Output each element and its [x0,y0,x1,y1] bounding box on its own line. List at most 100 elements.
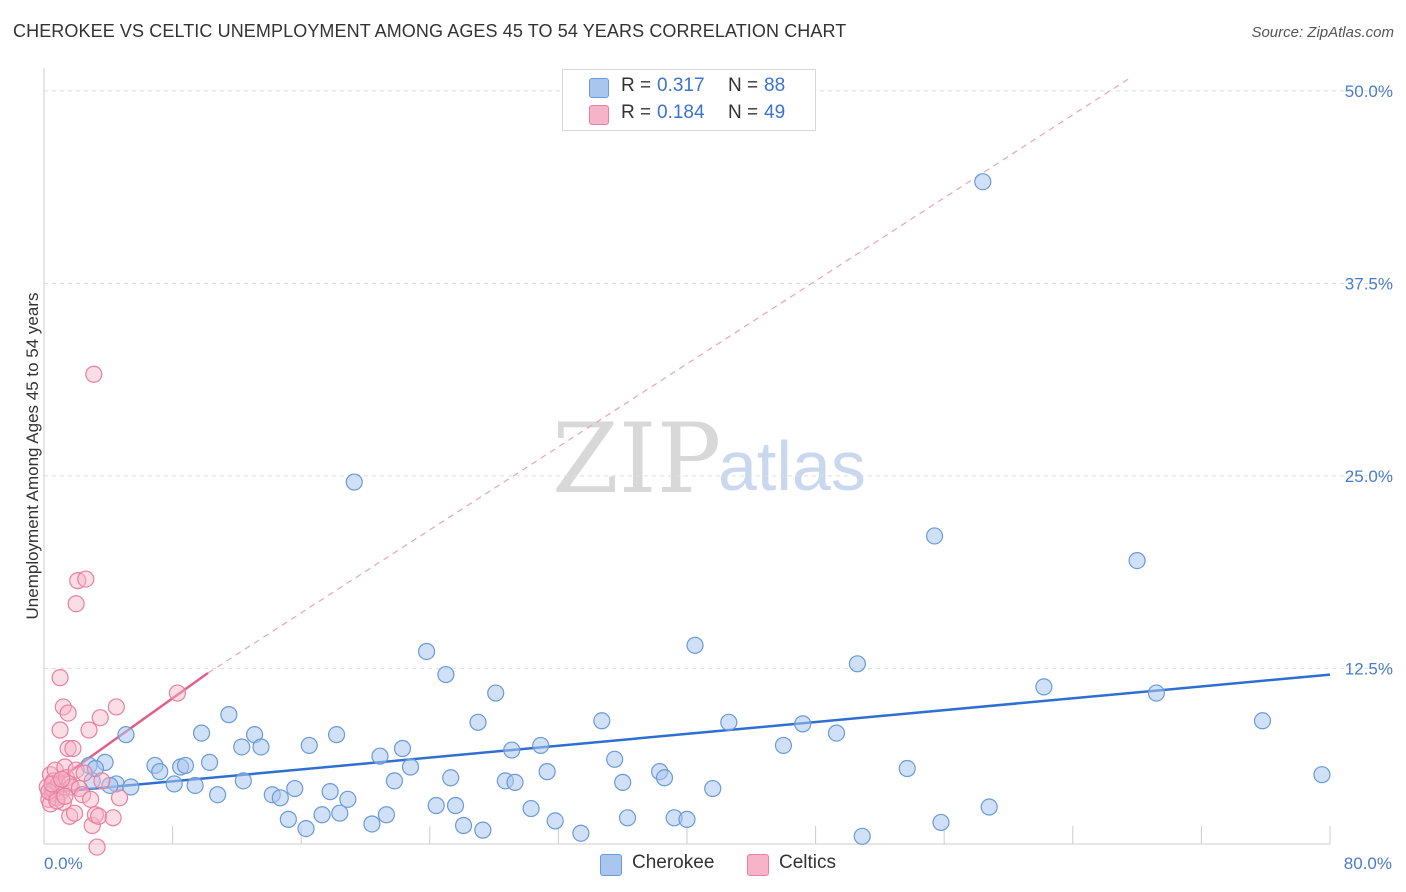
cherokee-point [176,756,195,775]
y-tick-label: 12.5% [1345,659,1393,678]
legend-r-value: 0.317 [657,75,705,96]
legend-r-value: 0.184 [657,102,705,123]
celtics-point [43,775,61,793]
cherokee-point [898,759,916,778]
cherokee-point [371,747,389,765]
cherokee-point [331,804,349,822]
celtics-point [83,816,101,835]
legend-n-label: N = [728,75,759,96]
cherokee-point [300,736,318,755]
cherokee-point [327,726,346,744]
cherokee-point [234,772,252,790]
y-axis-label: Unemployment Among Ages 45 to 54 years [23,293,42,620]
cherokee-legend-icon [600,854,622,876]
celtics-point [67,595,85,613]
cherokee-point [454,816,473,835]
cherokee-point [339,790,357,808]
cherokee-point [572,824,590,842]
correlation-legend: R = 0.317 N = 88 R = 0.184 N = 49 [562,69,816,131]
cherokee-point [186,776,204,795]
cherokee-trend-line [43,673,1331,795]
cherokee-point [437,665,455,684]
celtics-point [51,669,69,687]
celtics-trend-extension [207,78,1130,674]
celtics-point [91,709,109,727]
cherokee-point [1035,678,1053,696]
cherokee-point [546,812,564,830]
celtics-point [53,770,71,788]
cherokee-point [704,779,722,798]
cherokee-point [165,775,183,793]
chart-title: CHEROKEE VS CELTIC UNEMPLOYMENT AMONG AG… [13,21,847,41]
cherokee-point [252,738,270,756]
axes [43,68,1331,845]
cherokee-point [313,806,331,824]
cherokee-point [200,753,219,771]
cherokee-point [117,726,135,744]
cherokee-point [321,783,339,801]
celtics-point [88,838,106,856]
celtics-point [73,786,92,804]
cherokee-point [1128,552,1146,570]
cherokee-point [538,763,556,781]
cherokee-point [848,655,866,673]
cherokee-point [233,738,251,756]
celtics-point [82,790,100,808]
cherokee-point [532,736,550,755]
cherokee-swatch-icon [589,78,609,98]
cherokee-point [393,739,412,758]
cherokee-point [618,809,637,827]
cherokee-point [980,798,998,816]
source-label: Source: ZipAtlas.com [1251,24,1394,41]
cherokee-point [506,773,524,791]
cherokee-point [593,712,611,730]
celtics-point [64,739,82,758]
cherokee-point [101,776,119,795]
cherokee-point [474,821,492,839]
cherokee-point [469,713,487,731]
celtics-legend-label: Celtics [779,852,837,873]
celtics-point [104,809,122,827]
cherokee-point [151,763,169,781]
cherokee-point [503,741,521,759]
cherokee-point [220,706,238,724]
cherokee-point [522,799,540,818]
cherokee-point [853,827,871,845]
cherokee-point [1313,766,1331,784]
cherokee-point [678,810,696,828]
cherokee-point [442,769,460,787]
cherokee-point [192,724,211,742]
cherokee-point [487,684,505,702]
cherokee-point [720,713,738,731]
y-tick-label: 50.0% [1345,82,1393,101]
celtics-point [93,772,111,790]
x-tick-label-max: 80.0% [1344,854,1392,873]
celtics-point [65,804,84,822]
y-tick-labels: 12.5% 25.0% 37.5% 50.0% [1345,82,1393,679]
celtics-point [107,698,125,716]
celtics-point [59,704,77,722]
celtics-points [38,365,187,856]
y-tick-label: 25.0% [1345,467,1393,486]
cherokee-point [363,815,381,833]
celtics-point [90,807,108,825]
cherokee-point [686,636,704,654]
legend-r-label: R = [621,102,652,123]
cherokee-point [297,819,315,838]
cherokee-point [774,736,793,755]
celtics-point [110,789,129,807]
watermark-zip: ZIP [552,403,721,515]
legend-n-label: N = [728,102,759,123]
cherokee-point [345,473,363,491]
celtics-point [54,793,72,812]
celtics-swatch-icon [589,105,609,125]
celtics-point [77,570,95,588]
legend-row-celtics: R = 0.184 N = 49 [563,100,815,126]
legend-n-value: 49 [764,102,786,123]
cherokee-point [932,813,950,832]
cherokee-point [401,758,420,776]
celtics-legend-icon [747,854,769,876]
cherokee-point [1147,684,1165,702]
legend-r-label: R = [621,75,652,96]
